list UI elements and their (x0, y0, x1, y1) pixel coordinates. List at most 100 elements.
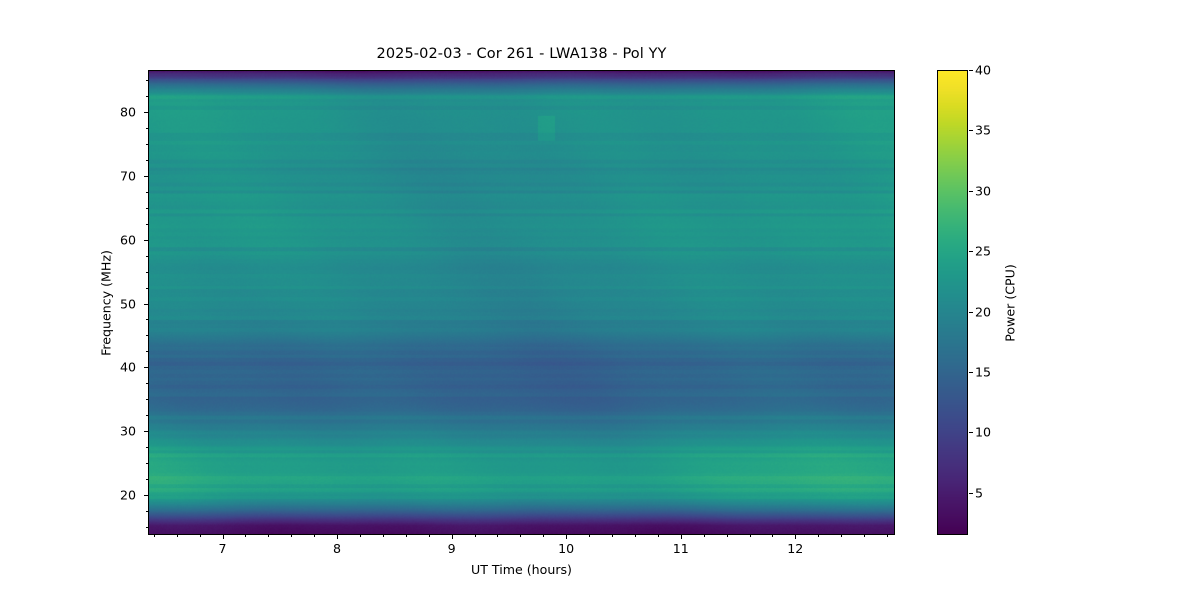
x-tick-minor (405, 535, 407, 538)
y-tick-minor (145, 255, 148, 257)
colorbar-tick (969, 190, 973, 192)
x-tick-minor (497, 535, 499, 538)
y-tick-minor (145, 319, 148, 321)
y-tick-major (144, 367, 148, 369)
colorbar-tick (969, 311, 973, 313)
y-tick-minor (145, 207, 148, 209)
x-tick-label: 11 (672, 541, 689, 556)
y-tick-minor (145, 223, 148, 225)
x-tick-minor (382, 535, 384, 538)
colorbar-tick-label: 15 (975, 364, 992, 380)
y-tick-minor (145, 383, 148, 385)
y-tick-major (144, 303, 148, 305)
y-tick-minor (145, 143, 148, 145)
colorbar-tick-label: 20 (975, 304, 992, 320)
x-tick-minor (726, 535, 728, 538)
x-tick-minor (703, 535, 705, 538)
spectrogram-image (149, 71, 894, 534)
x-tick-minor (360, 535, 361, 538)
y-tick-minor (145, 399, 148, 401)
y-tick-label: 70 (119, 168, 136, 183)
x-tick-minor (474, 535, 476, 538)
x-tick-minor (887, 535, 888, 538)
y-tick-minor (145, 287, 148, 289)
x-tick-minor (314, 535, 316, 538)
y-tick-minor (145, 127, 148, 129)
y-tick-label: 20 (119, 487, 136, 503)
x-tick-minor (153, 535, 155, 538)
chart-title: 2025-02-03 - Cor 261 - LWA138 - Pol YY (376, 46, 667, 62)
y-tick-minor (145, 159, 148, 161)
x-tick-label: 10 (558, 541, 575, 556)
y-tick-label: 30 (119, 423, 136, 439)
y-tick-minor (145, 527, 148, 529)
x-tick-label: 8 (332, 541, 342, 556)
colorbar-tick-label: 30 (975, 183, 992, 199)
colorbar-axes[interactable] (937, 70, 968, 535)
colorbar-tick (969, 70, 973, 71)
colorbar-tick (969, 130, 973, 132)
x-tick-label: 9 (447, 541, 456, 556)
colorbar-tick (969, 492, 973, 494)
x-tick-label: 7 (218, 541, 227, 556)
x-tick-minor (543, 535, 545, 538)
y-tick-minor (145, 415, 148, 417)
x-tick-minor (268, 535, 270, 538)
y-tick-minor (145, 79, 148, 81)
y-tick-major (144, 175, 148, 177)
y-tick-major (144, 431, 148, 433)
x-tick-minor (291, 535, 293, 538)
y-tick-minor (145, 479, 148, 481)
x-tick-major (451, 535, 453, 539)
x-tick-major (337, 535, 338, 539)
y-axis-title: Frequency (MHz) (98, 249, 114, 356)
x-tick-minor (657, 535, 659, 538)
y-tick-label: 80 (119, 104, 136, 120)
x-tick-major (680, 535, 682, 539)
y-tick-major (144, 495, 148, 497)
y-tick-minor (145, 335, 148, 337)
x-tick-minor (772, 535, 774, 538)
x-tick-minor (245, 535, 247, 538)
colorbar-tick-label: 10 (975, 424, 992, 440)
colorbar-tick (969, 251, 973, 253)
x-tick-major (566, 535, 568, 539)
x-axis-title: UT Time (hours) (471, 562, 572, 577)
x-tick-minor (749, 535, 751, 538)
x-tick-minor (199, 535, 201, 538)
y-tick-minor (145, 447, 148, 449)
colorbar-gradient (938, 71, 967, 534)
x-tick-minor (634, 535, 636, 538)
x-tick-minor (428, 535, 430, 538)
colorbar-tick-label: 5 (975, 485, 984, 501)
colorbar-tick (969, 371, 973, 373)
y-tick-major (144, 239, 148, 241)
y-tick-minor (145, 463, 148, 465)
colorbar-title: Power (CPU) (1002, 263, 1018, 342)
y-tick-major (144, 111, 148, 113)
y-tick-label: 60 (119, 232, 136, 247)
y-tick-minor (145, 191, 148, 193)
colorbar-tick-label: 25 (975, 243, 992, 259)
y-tick-label: 40 (119, 359, 136, 375)
y-tick-minor (145, 271, 148, 273)
x-tick-major (795, 535, 797, 539)
y-tick-minor (145, 511, 148, 513)
spectrogram-axes[interactable] (148, 70, 895, 535)
x-tick-major (222, 535, 224, 539)
x-tick-minor (818, 535, 820, 538)
colorbar-tick-label: 35 (975, 122, 992, 138)
x-tick-minor (841, 535, 843, 538)
x-tick-minor (520, 535, 522, 538)
x-tick-minor (176, 535, 178, 538)
x-tick-minor (864, 535, 866, 538)
x-tick-minor (589, 535, 591, 538)
y-tick-minor (145, 95, 148, 97)
x-tick-minor (612, 535, 613, 538)
y-tick-minor (145, 351, 148, 353)
colorbar-tick-label: 40 (975, 62, 992, 78)
y-tick-label: 50 (119, 296, 136, 311)
x-tick-label: 12 (787, 541, 804, 556)
colorbar-tick (969, 432, 973, 434)
